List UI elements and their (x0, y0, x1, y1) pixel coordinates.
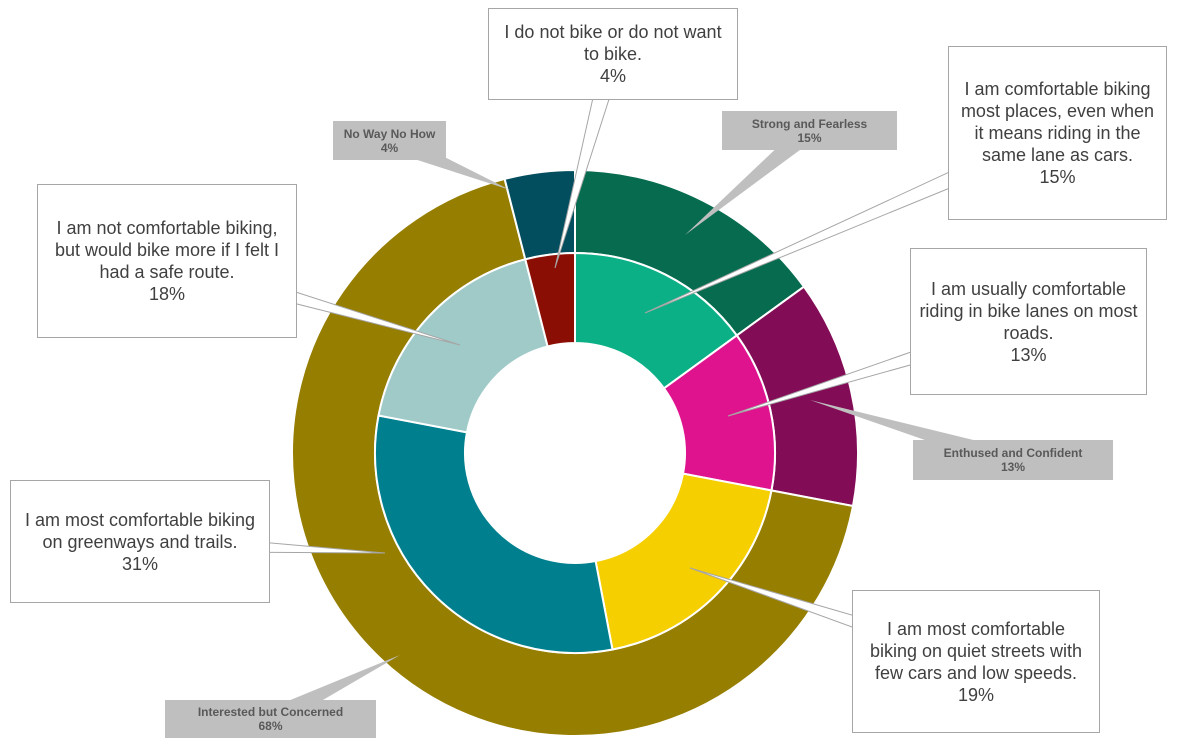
callout-box: I am most comfortable biking on quiet st… (852, 590, 1100, 733)
callout-box: I do not bike or do not want to bike. 4% (488, 8, 738, 100)
donut-slice (377, 258, 549, 434)
callout-value: 13% (1010, 344, 1047, 365)
callout-box: I am comfortable biking most places, eve… (948, 46, 1167, 220)
callout-box: I am usually comfortable riding in bike … (910, 248, 1147, 395)
callout-value: 19% (957, 684, 995, 705)
callout-value: 15% (1039, 167, 1076, 187)
callout-text: I am most comfortable biking on quiet st… (869, 618, 1083, 683)
callout-value: 18% (148, 284, 186, 304)
donut-slice (524, 251, 576, 348)
callout-value: 31% (121, 553, 159, 574)
group-label: Interested but Concerned 68% (165, 700, 376, 738)
donut-slice (594, 472, 773, 651)
callout-text: Enthused and Confident (943, 446, 1083, 460)
group-label: No Way No How 4% (333, 121, 446, 160)
callout-value: 13% (1000, 460, 1026, 474)
callout-text: I am most comfortable biking on greenway… (24, 509, 256, 552)
callout-text: I am not comfortable biking, but would b… (54, 218, 280, 282)
donut-slice (374, 414, 614, 654)
callout-box: I am not comfortable biking, but would b… (37, 184, 297, 338)
callout-text: Strong and Fearless (751, 116, 868, 131)
group-label: Enthused and Confident 13% (913, 440, 1113, 480)
callout-text: I do not bike or do not want to bike. (504, 22, 722, 64)
callout-value: 15% (797, 130, 822, 145)
callout-value: 4% (380, 140, 399, 155)
callout-value: 4% (599, 66, 626, 86)
group-label: Strong and Fearless 15% (722, 111, 897, 150)
callout-pointer (685, 122, 816, 235)
callout-text: I am usually comfortable riding in bike … (919, 278, 1138, 343)
callout-box: I am most comfortable biking on greenway… (10, 480, 270, 603)
callout-text: No Way No How (343, 126, 436, 141)
callout-text: I am comfortable biking most places, eve… (960, 79, 1155, 165)
callout-value: 68% (258, 719, 283, 733)
callout-text: Interested but Concerned (197, 705, 344, 719)
